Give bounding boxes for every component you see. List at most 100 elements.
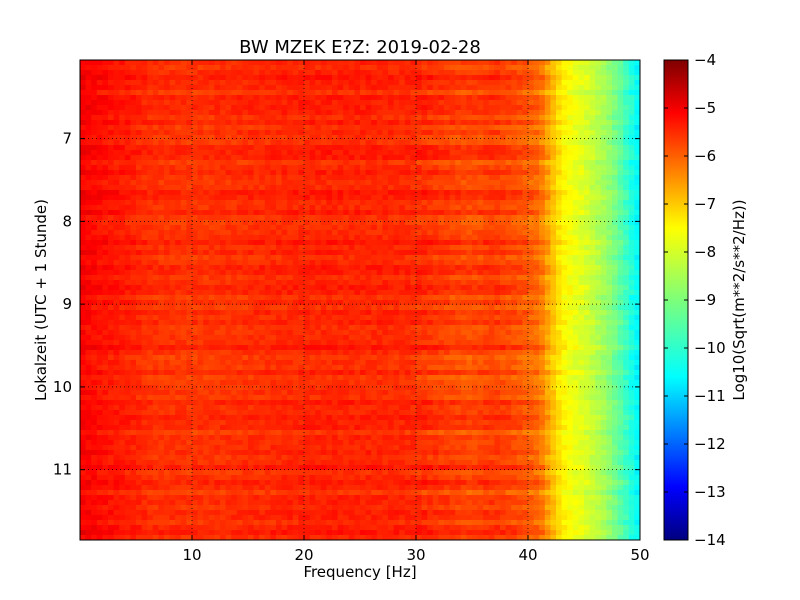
heatmap-cell [505, 240, 512, 246]
heatmap-cell [192, 165, 199, 171]
heatmap-cell [130, 80, 137, 86]
heatmap-cell [158, 205, 165, 211]
heatmap-cell [634, 155, 640, 161]
heatmap-cell [500, 250, 507, 256]
heatmap-cell [108, 250, 115, 256]
heatmap-cell [371, 170, 378, 176]
heatmap-cell [505, 100, 512, 106]
heatmap-cell [600, 245, 607, 251]
heatmap-cell [505, 95, 512, 101]
heatmap-cell [399, 100, 406, 106]
heatmap-cell [511, 215, 518, 221]
heatmap-cell [309, 205, 316, 211]
heatmap-cell [164, 265, 171, 271]
heatmap-cell [371, 200, 378, 206]
heatmap-cell [628, 65, 635, 71]
heatmap-cell [584, 120, 591, 126]
heatmap-cell [539, 230, 546, 236]
heatmap-cell [192, 70, 199, 76]
heatmap-cell [91, 305, 98, 311]
heatmap-cell [315, 240, 322, 246]
heatmap-cell [225, 110, 232, 116]
heatmap-cell [119, 180, 126, 186]
heatmap-cell [382, 270, 389, 276]
heatmap-cell [455, 265, 462, 271]
heatmap-cell [427, 185, 434, 191]
heatmap-cell [175, 175, 182, 181]
heatmap-cell [600, 280, 607, 286]
heatmap-cell [197, 170, 204, 176]
heatmap-cell [589, 295, 596, 301]
heatmap-cell [309, 295, 316, 301]
heatmap-cell [511, 280, 518, 286]
heatmap-cell [225, 225, 232, 231]
heatmap-cell [292, 80, 299, 86]
heatmap-cell [589, 270, 596, 276]
heatmap-cell [528, 95, 535, 101]
heatmap-cell [595, 140, 602, 146]
heatmap-cell [584, 195, 591, 201]
heatmap-cell [449, 230, 456, 236]
heatmap-cell [102, 210, 109, 216]
heatmap-cell [449, 65, 456, 71]
heatmap-cell [628, 105, 635, 111]
heatmap-cell [466, 90, 473, 96]
heatmap-cell [259, 230, 266, 236]
heatmap-cell [164, 290, 171, 296]
heatmap-cell [511, 160, 518, 166]
heatmap-cell [91, 235, 98, 241]
heatmap-cell [393, 240, 400, 246]
heatmap-cell [612, 300, 619, 306]
heatmap-cell [505, 65, 512, 71]
heatmap-cell [584, 260, 591, 266]
heatmap-cell [175, 235, 182, 241]
heatmap-cell [281, 85, 288, 91]
heatmap-cell [80, 285, 87, 291]
heatmap-cell [572, 230, 579, 236]
heatmap-cell [141, 65, 148, 71]
heatmap-cell [600, 65, 607, 71]
heatmap-cell [315, 80, 322, 86]
heatmap-cell [410, 225, 417, 231]
heatmap-cell [634, 200, 640, 206]
heatmap-cell [606, 95, 613, 101]
heatmap-cell [315, 190, 322, 196]
heatmap-cell [500, 270, 507, 276]
heatmap-cell [332, 135, 339, 141]
heatmap-cell [455, 190, 462, 196]
heatmap-cell [276, 265, 283, 271]
heatmap-cell [393, 115, 400, 121]
heatmap-cell [455, 280, 462, 286]
heatmap-cell [472, 300, 479, 306]
heatmap-cell [617, 130, 624, 136]
heatmap-cell [298, 170, 305, 176]
heatmap-cell [416, 70, 423, 76]
heatmap-cell [175, 260, 182, 266]
heatmap-cell [449, 75, 456, 81]
heatmap-cell [393, 80, 400, 86]
heatmap-cell [488, 275, 495, 281]
heatmap-cell [130, 100, 137, 106]
heatmap-cell [494, 115, 501, 121]
heatmap-cell [455, 255, 462, 261]
heatmap-cell [399, 190, 406, 196]
heatmap-cell [287, 275, 294, 281]
heatmap-cell [438, 175, 445, 181]
heatmap-cell [606, 235, 613, 241]
heatmap-cell [354, 75, 361, 81]
heatmap-cell [500, 95, 507, 101]
heatmap-cell [192, 285, 199, 291]
heatmap-cell [589, 180, 596, 186]
heatmap-cell [326, 265, 333, 271]
heatmap-cell [483, 135, 490, 141]
heatmap-cell [444, 60, 451, 66]
heatmap-cell [410, 115, 417, 121]
heatmap-cell [147, 125, 154, 131]
heatmap-cell [136, 155, 143, 161]
heatmap-cell [460, 195, 467, 201]
heatmap-cell [180, 205, 187, 211]
heatmap-cell [444, 235, 451, 241]
heatmap-cell [298, 175, 305, 181]
heatmap-cell [460, 110, 467, 116]
heatmap-cell [259, 215, 266, 221]
